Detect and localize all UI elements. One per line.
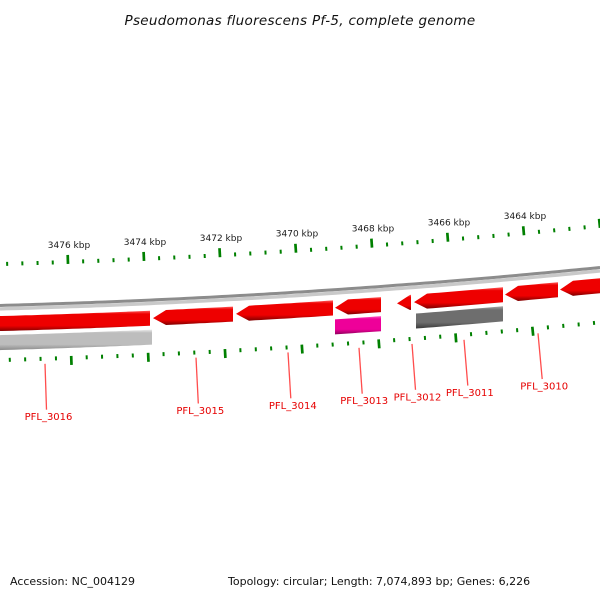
genome-backbone-highlight [0,269,600,311]
ruler-label: 3474 kbp [124,238,167,248]
label-callout-line [287,352,292,399]
label-callout-line [195,357,199,404]
gene-feature[interactable] [0,310,150,332]
inner-ring-tick [223,349,227,359]
genome-backbone [0,266,600,307]
ruler-label: 3470 kbp [276,230,319,240]
label-callout-line [463,339,469,386]
ruler-label: 3472 kbp [200,234,243,244]
gene-label-PFL_3013[interactable]: PFL_3013 [340,396,388,407]
inner-ring-tick [454,333,458,343]
ruler-tick [445,232,450,242]
gene-feature[interactable] [414,287,503,309]
gene-label-PFL_3015[interactable]: PFL_3015 [176,406,224,417]
gene-PFL_3016[interactable] [0,329,152,351]
map-title: Pseudomonas fluorescens Pf-5, complete g… [124,13,476,29]
ruler-label: 3464 kbp [504,212,547,222]
ruler-label: 3466 kbp [428,219,471,229]
gene-feature[interactable] [560,277,600,296]
inner-ring-tick [530,326,535,336]
ruler-tick [294,243,298,253]
gene-PFL_3010[interactable] [505,282,558,301]
gene-label-PFL_3011[interactable]: PFL_3011 [446,388,494,399]
gene-label-PFL_3014[interactable]: PFL_3014 [269,401,317,412]
label-callout-line [358,347,363,394]
gene-label-PFL_3016[interactable]: PFL_3016 [25,412,73,423]
ruler-tick [370,238,374,248]
label-callout-line [537,333,543,380]
gene-PFL_3015[interactable] [153,306,233,325]
gene-label-PFL_3010[interactable]: PFL_3010 [520,382,568,393]
gene-PFL_3012[interactable] [397,294,411,310]
label-callout-line [44,363,48,410]
ruler-label: 3468 kbp [352,225,395,235]
inner-ring-tick [377,339,381,349]
genome-stats-text: Topology: circular; Length: 7,074,893 bp… [228,575,531,588]
inner-ring-tick [300,344,304,354]
gene-PFL_3011[interactable] [416,306,503,329]
accession-text: Accession: NC_004129 [10,575,136,588]
gene-PFL_3014[interactable] [236,300,333,321]
ruler-tick [218,248,222,258]
gene-feature[interactable] [335,297,381,315]
gene-PFL_3013[interactable] [335,316,381,335]
gene-label-PFL_3012[interactable]: PFL_3012 [394,392,442,403]
ruler-tick [521,226,526,236]
ruler-label: 3476 kbp [48,241,91,251]
label-callout-line [411,343,417,390]
